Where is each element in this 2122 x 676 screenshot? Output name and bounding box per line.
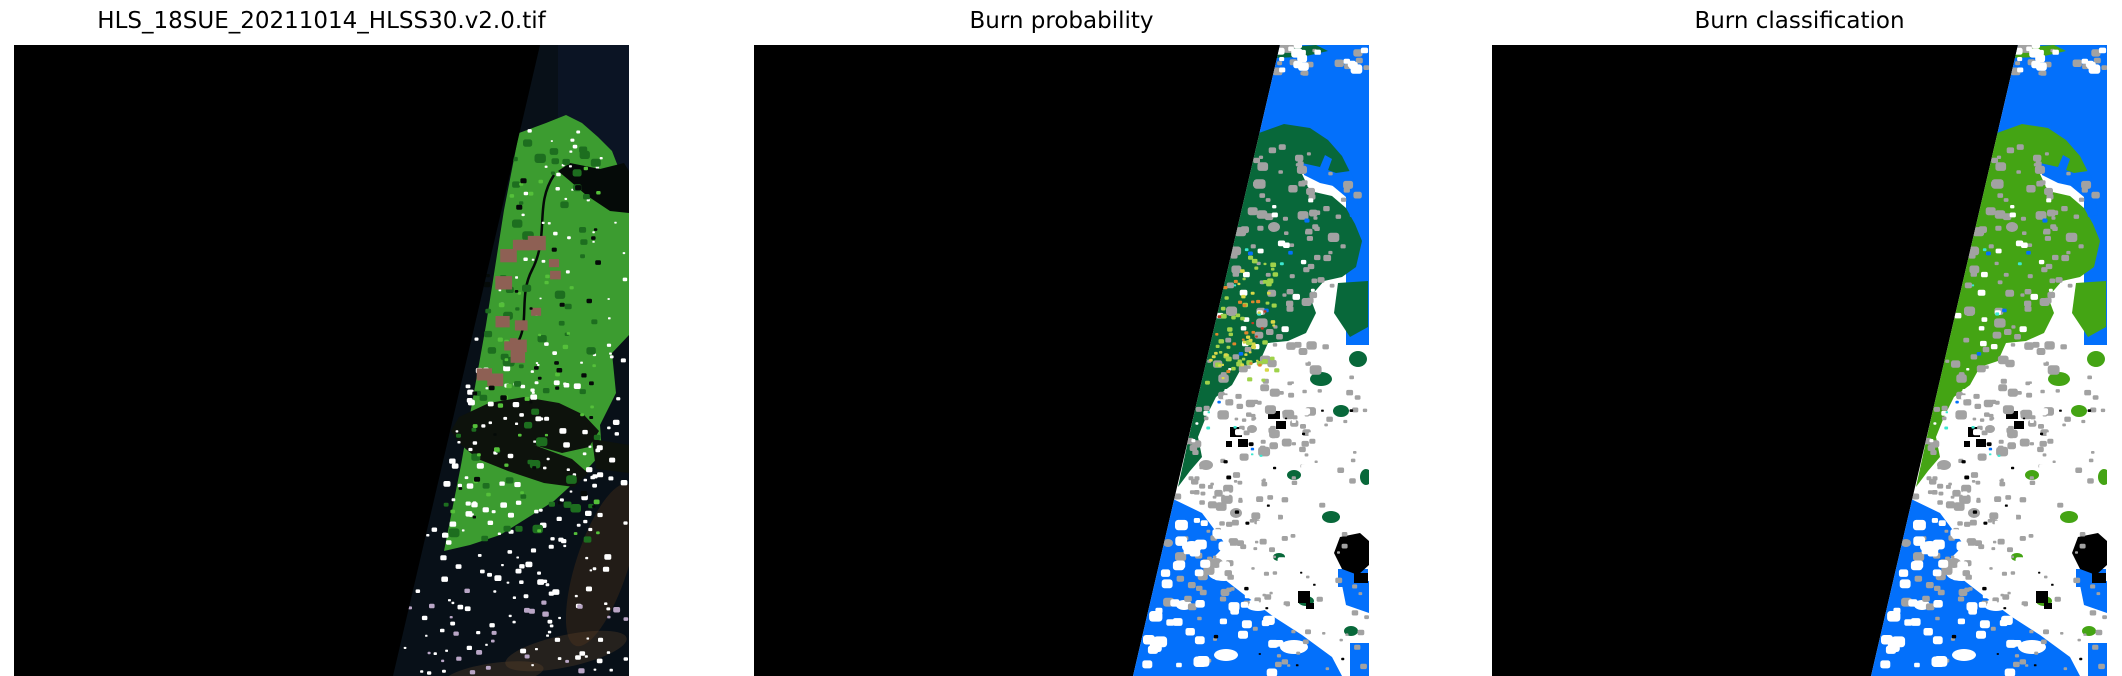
cloud-and-texture-speckles [403, 129, 629, 675]
panel-title-burn-classification: Burn classification [1694, 8, 1905, 34]
burn-classification-map [1492, 45, 2107, 676]
inland-lake [451, 397, 599, 487]
cloud-speckles [1880, 45, 2107, 676]
cloud-and-probability-speckles [1142, 45, 1369, 676]
panel-title-burn-probability: Burn probability [969, 8, 1154, 34]
hls-satellite-image [14, 45, 629, 676]
burn-probability-map [754, 45, 1369, 676]
panel-title-hls-tile: HLS_18SUE_20211014_HLSS30.v2.0.tif [97, 8, 546, 34]
